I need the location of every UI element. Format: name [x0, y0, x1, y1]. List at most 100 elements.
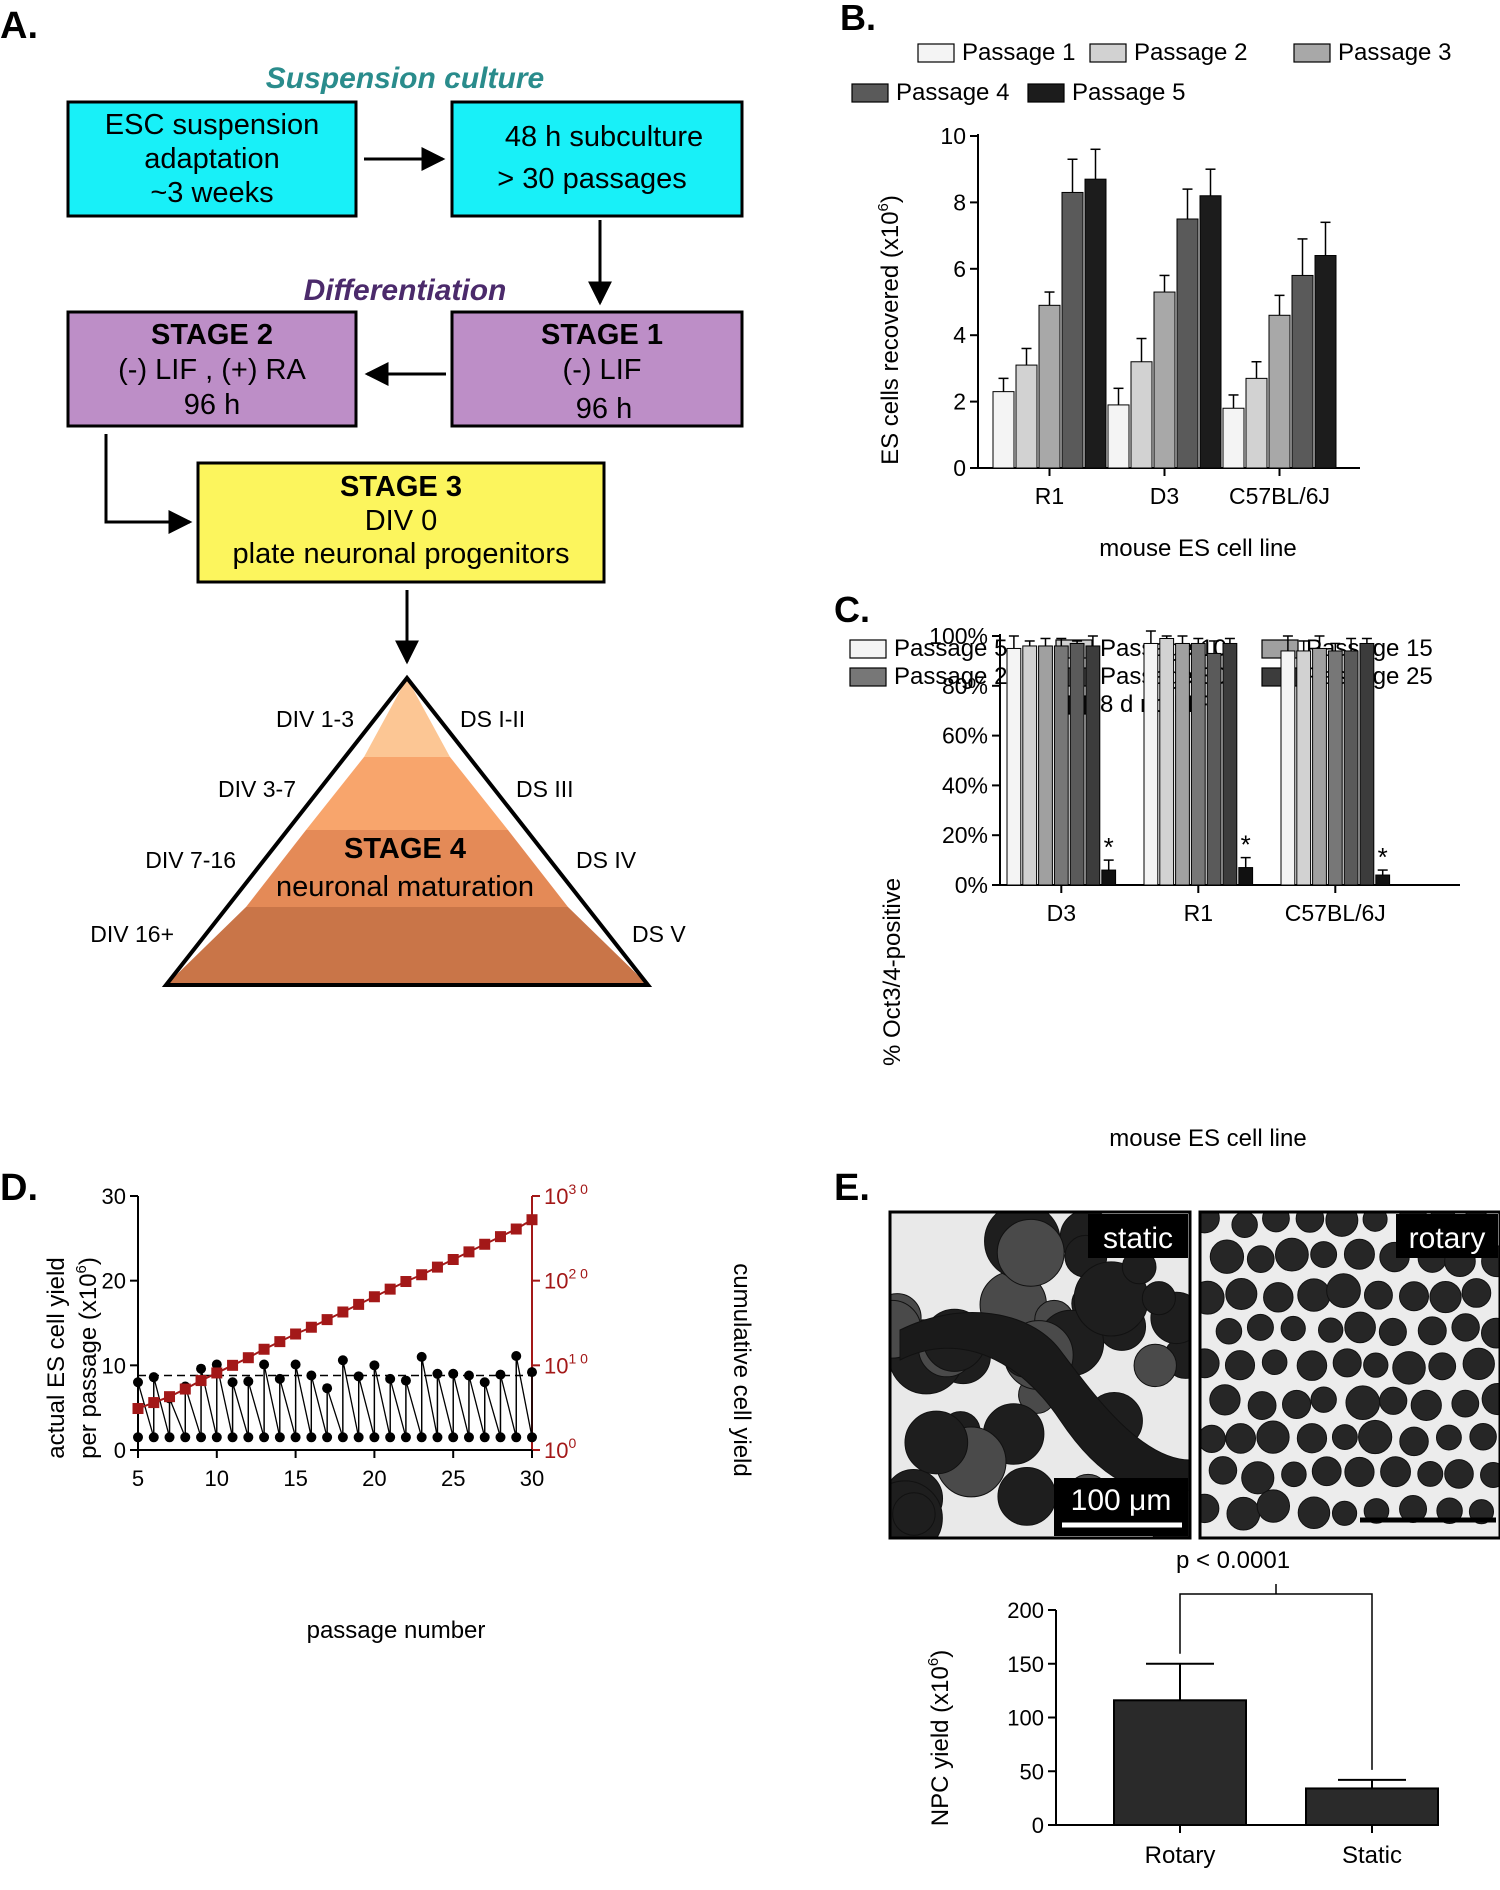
rotary-sphere	[1436, 1497, 1463, 1524]
bar	[1312, 647, 1327, 886]
static-aggregate	[904, 1410, 969, 1475]
rotary-sphere	[1398, 1281, 1430, 1312]
panel-c-label: C.	[834, 590, 870, 630]
rotary-sphere	[1378, 1317, 1407, 1346]
panel-d-xlabel: passage number	[307, 1617, 486, 1644]
static-fused-aggregate	[899, 1312, 1190, 1493]
bar	[1199, 195, 1222, 469]
bar	[1343, 650, 1359, 886]
bar	[1245, 377, 1268, 469]
yield-low-point	[133, 1432, 143, 1443]
yield-high-point	[148, 1372, 159, 1383]
rotary-sphere	[1226, 1496, 1261, 1531]
esc-adaptation-line-3: ~3 weeks	[150, 177, 273, 209]
significance-marker: *	[1104, 832, 1114, 862]
rotary-sphere	[1345, 1385, 1381, 1421]
rotary-sphere	[1200, 1348, 1220, 1379]
static-micrograph-frame	[888, 1210, 1192, 1540]
bar	[1053, 645, 1069, 886]
x-tick-label: 20	[362, 1466, 386, 1491]
y2-tick-label: 102 0	[544, 1266, 588, 1294]
cumulative-point	[290, 1328, 302, 1340]
rotary-sphere	[1280, 1315, 1306, 1342]
rotary-sphere	[1318, 1317, 1344, 1343]
rotary-sphere	[1428, 1352, 1457, 1381]
x-tick-label: 30	[520, 1466, 544, 1491]
div-label-1: DIV 1-3	[276, 706, 354, 732]
legend-swatch	[1089, 43, 1127, 63]
panel-e: E. static 100 μm rotary 0 50 100 150 200 Rota…	[760, 1160, 1500, 1885]
yield-high-point	[432, 1368, 443, 1379]
bar	[1375, 874, 1391, 886]
legend-swatch	[849, 667, 887, 687]
bar	[1314, 255, 1337, 469]
rotary-sphere	[1435, 1424, 1462, 1451]
rotary-sphere	[1297, 1496, 1331, 1530]
bar	[1222, 642, 1238, 886]
yield-low-point	[448, 1432, 459, 1443]
rotary-label: rotary	[1409, 1222, 1486, 1255]
panel-d-ylabel-line2: per passage (x106)	[73, 1257, 102, 1459]
rotary-sphere	[1331, 1424, 1358, 1451]
y-tick-label: 10	[940, 123, 966, 149]
panel-d-label: D.	[0, 1167, 38, 1209]
rotary-sphere	[1256, 1489, 1291, 1523]
yield-low-point	[274, 1432, 285, 1443]
bar	[1268, 314, 1291, 469]
stage2-box	[66, 310, 358, 428]
ds-label-2: DS III	[516, 776, 574, 802]
yield-high-point	[196, 1363, 207, 1374]
rotary-sphere	[1451, 1389, 1480, 1418]
rotary-sphere	[1200, 1493, 1220, 1524]
cumulative-point	[132, 1403, 144, 1415]
panel-a-label: A.	[0, 5, 38, 47]
bar	[1175, 642, 1190, 886]
significance-marker: *	[1378, 842, 1388, 872]
static-aggregate	[892, 1492, 936, 1536]
cumulative-point	[447, 1254, 459, 1265]
stage1-title: STAGE 1	[541, 319, 663, 351]
div-label-3: DIV 7-16	[145, 847, 236, 873]
stage1-duration: 96 h	[576, 393, 632, 425]
panel-d-y2label: cumulative cell yield	[728, 1263, 755, 1476]
rotary-sphere	[1417, 1460, 1444, 1487]
bar	[1015, 364, 1038, 469]
yield-high-point	[463, 1370, 474, 1381]
x-tick-label: D3	[1150, 483, 1179, 509]
yield-low-point	[416, 1432, 427, 1443]
rotary-sphere	[1225, 1277, 1258, 1310]
rotary-sphere	[1200, 1212, 1220, 1234]
yield-high-point	[400, 1375, 411, 1386]
yield-low-point	[243, 1432, 254, 1443]
rotary-sphere	[1296, 1423, 1328, 1454]
bar	[992, 391, 1015, 469]
cumulative-point	[258, 1343, 270, 1355]
subculture-line-1: 48 h subculture	[505, 121, 703, 153]
yield-low-point	[511, 1432, 522, 1443]
rotary-sphere	[1208, 1456, 1238, 1485]
static-label-bg	[1088, 1214, 1188, 1258]
bar	[1038, 304, 1061, 469]
y-tick-label: 8	[953, 189, 966, 215]
rotary-sphere	[1358, 1419, 1393, 1455]
panel-a-diagram: A. Suspension culture ESC suspension ada…	[0, 5, 744, 987]
yield-low-point	[148, 1432, 159, 1443]
stage3-title: STAGE 3	[340, 471, 462, 503]
bar	[1101, 869, 1117, 886]
legend-label: Passage 5	[894, 635, 1007, 662]
panel-c-xlabel: mouse ES cell line	[1109, 1125, 1306, 1152]
rotary-sphere	[1209, 1239, 1245, 1274]
yield-high-point	[416, 1351, 427, 1362]
rotary-sphere	[1325, 1212, 1359, 1237]
cumulative-point	[242, 1352, 254, 1364]
panel-a: A. Suspension culture ESC suspension ada…	[0, 0, 760, 1000]
rotary-label-bg	[1396, 1214, 1498, 1258]
panel-e-ylabel: NPC yield (x106)	[925, 1650, 954, 1826]
x-tick-label: R1	[1184, 900, 1213, 926]
yield-low-point	[495, 1432, 506, 1443]
rotary-micrograph	[1200, 1212, 1500, 1538]
stage4-title: STAGE 4	[344, 833, 466, 865]
maturation-pyramid	[161, 674, 653, 987]
cumulative-point	[164, 1391, 176, 1403]
